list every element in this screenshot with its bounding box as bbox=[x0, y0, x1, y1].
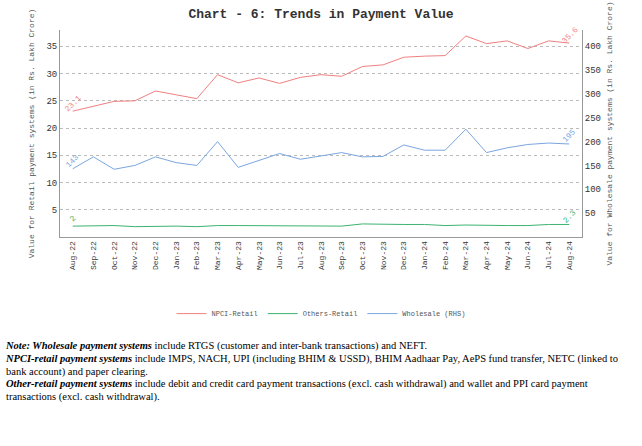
svg-text:Jun-23: Jun-23 bbox=[275, 241, 284, 270]
svg-text:150: 150 bbox=[585, 162, 601, 172]
svg-text:Aug-24: Aug-24 bbox=[565, 241, 574, 270]
svg-text:300: 300 bbox=[585, 90, 601, 100]
svg-text:100: 100 bbox=[585, 185, 601, 195]
svg-text:Oct-23: Oct-23 bbox=[358, 241, 367, 270]
svg-text:Dec-22: Dec-22 bbox=[151, 241, 160, 270]
html-text:Other-retail payment systems i: Other-retail payment systems include deb… bbox=[6, 378, 588, 403]
svg-text:20: 20 bbox=[46, 124, 57, 134]
svg-text:Mar-23: Mar-23 bbox=[213, 241, 222, 270]
svg-text:Jan-24: Jan-24 bbox=[420, 241, 429, 270]
svg-text:23.1: 23.1 bbox=[63, 93, 83, 113]
svg-text:Apr-24: Apr-24 bbox=[482, 241, 491, 270]
svg-text:25: 25 bbox=[46, 97, 57, 107]
svg-text:5: 5 bbox=[52, 206, 57, 216]
svg-text:35.6: 35.6 bbox=[560, 25, 580, 45]
svg-text:Nov-23: Nov-23 bbox=[379, 241, 388, 270]
svg-text:250: 250 bbox=[585, 114, 601, 124]
svg-text:143: 143 bbox=[64, 153, 81, 170]
svg-text:350: 350 bbox=[585, 66, 601, 76]
svg-text:Oct-22: Oct-22 bbox=[110, 241, 119, 270]
svg-text:200: 200 bbox=[585, 138, 601, 148]
svg-text:Aug-22: Aug-22 bbox=[68, 241, 77, 270]
svg-text:May-24: May-24 bbox=[503, 241, 512, 270]
html-text:Note: Wholesale payment system: Note: Wholesale payment systems include … bbox=[6, 340, 427, 351]
svg-text:2.3: 2.3 bbox=[561, 208, 578, 225]
svg-text:Chart - 6: Trends in Payment V: Chart - 6: Trends in Payment Value bbox=[188, 7, 453, 22]
svg-text:400: 400 bbox=[585, 42, 601, 52]
svg-text:May-23: May-23 bbox=[255, 241, 264, 270]
svg-text:10: 10 bbox=[46, 179, 57, 189]
svg-text:Sep-22: Sep-22 bbox=[89, 241, 98, 270]
svg-text:Jan-23: Jan-23 bbox=[172, 241, 181, 270]
svg-text:Apr-23: Apr-23 bbox=[234, 241, 243, 270]
svg-text:Dec-23: Dec-23 bbox=[399, 241, 408, 270]
svg-text:Value for Wholesale payment sy: Value for Wholesale payment systems (in … bbox=[605, 1, 614, 265]
svg-text:Others-Retail: Others-Retail bbox=[303, 310, 358, 318]
html-text:NPCI-retail payment systems in: NPCI-retail payment systems include IMPS… bbox=[6, 352, 618, 377]
svg-text:195: 195 bbox=[561, 127, 578, 144]
svg-text:50: 50 bbox=[585, 209, 596, 219]
svg-text:Value for Retail payment syste: Value for Retail payment systems (in Rs.… bbox=[27, 9, 36, 259]
svg-text:Mar-24: Mar-24 bbox=[461, 241, 470, 270]
svg-text:Nov-22: Nov-22 bbox=[130, 241, 139, 270]
svg-text:15: 15 bbox=[46, 151, 57, 161]
svg-text:Jul-24: Jul-24 bbox=[544, 241, 553, 270]
svg-text:Wholesale (RHS): Wholesale (RHS) bbox=[402, 310, 465, 318]
svg-text:Aug-23: Aug-23 bbox=[317, 241, 326, 270]
svg-text:Feb-23: Feb-23 bbox=[192, 241, 201, 270]
svg-text:35: 35 bbox=[46, 42, 57, 52]
svg-text:30: 30 bbox=[46, 70, 57, 80]
svg-text:Jun-24: Jun-24 bbox=[523, 241, 532, 270]
svg-text:2: 2 bbox=[68, 214, 78, 224]
svg-text:Jul-23: Jul-23 bbox=[296, 241, 305, 270]
svg-text:Feb-24: Feb-24 bbox=[441, 241, 450, 270]
svg-text:NPCI-Retail: NPCI-Retail bbox=[212, 310, 258, 318]
svg-text:Sep-23: Sep-23 bbox=[337, 241, 346, 270]
